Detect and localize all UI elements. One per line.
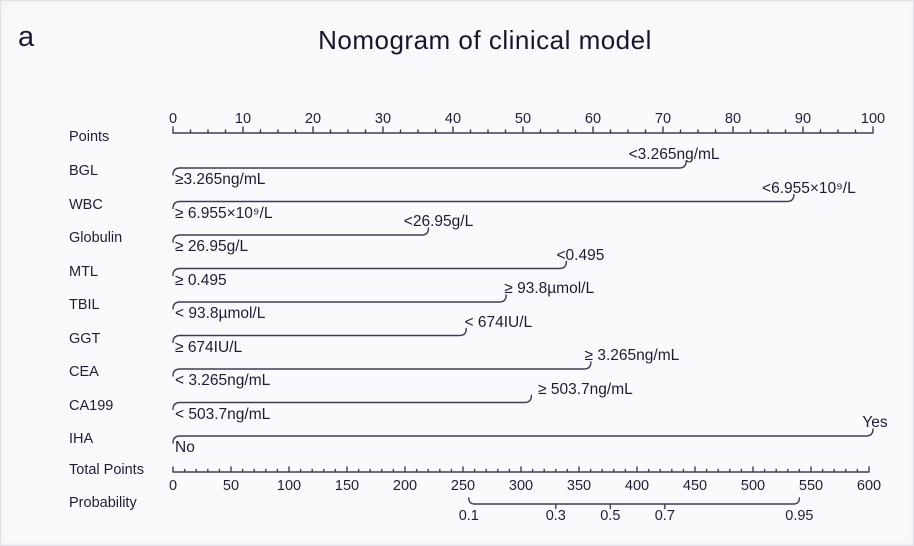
total-points-tick-label: 250 <box>450 478 476 494</box>
probability-axis-line <box>468 497 801 510</box>
probability-tick-label: 0.7 <box>654 508 675 524</box>
total-points-axis-line <box>172 466 870 473</box>
level-label-low-bgl: ≥3.265ng/mL <box>175 171 266 188</box>
level-label-low-tbil: < 93.8µmol/L <box>175 305 266 322</box>
total-points-tick-label: 450 <box>682 478 708 494</box>
points-axis-tick-label: 100 <box>860 111 886 127</box>
level-label-low-globulin: ≥ 26.95g/L <box>175 238 249 255</box>
points-axis-tick-label: 70 <box>654 111 672 127</box>
level-label-high-iha: Yes <box>862 414 888 431</box>
level-label-high-bgl: <3.265ng/mL <box>628 146 720 163</box>
variable-name-globulin: Globulin <box>69 230 123 246</box>
total-points-tick-label: 0 <box>168 478 178 494</box>
variable-axis-line-cea <box>172 361 592 377</box>
total-points-tick-label: 400 <box>624 478 650 494</box>
variable-axis-line-iha <box>172 428 874 444</box>
variable-axis-line-bgl <box>172 160 687 176</box>
probability-axis-title: Probability <box>69 495 137 511</box>
level-label-low-iha: No <box>175 439 195 456</box>
total-points-tick-label: 150 <box>334 478 360 494</box>
chart-title: Nomogram of clinical model <box>318 25 652 55</box>
total-points-tick-label: 500 <box>740 478 766 494</box>
total-points-tick-label: 600 <box>856 478 882 494</box>
level-label-low-ca199: < 503.7ng/mL <box>175 405 271 423</box>
variable-axis-line-wbc <box>172 193 795 210</box>
variable-name-iha: IHA <box>69 431 94 447</box>
level-label-high-cea: ≥ 3.265ng/mL <box>584 347 680 364</box>
probability-tick-label: 0.95 <box>785 508 814 524</box>
level-label-high-mtl: <0.495 <box>556 246 605 264</box>
total-points-tick-label: 50 <box>222 478 240 494</box>
total-points-tick-label: 300 <box>508 478 534 494</box>
probability-tick-label: 0.5 <box>600 508 621 524</box>
total-points-tick-label: 350 <box>566 478 592 494</box>
points-axis-line <box>172 126 874 134</box>
level-label-high-wbc: <6.955×10⁹/L <box>762 179 856 197</box>
variable-name-ca199: CA199 <box>69 397 114 414</box>
points-axis-tick-label: 10 <box>234 111 252 127</box>
level-label-low-cea: < 3.265ng/mL <box>175 372 271 389</box>
points-axis-tick-label: 90 <box>794 111 812 127</box>
level-label-high-tbil: ≥ 93.8µmol/L <box>504 280 595 297</box>
variable-name-cea: CEA <box>69 364 99 380</box>
probability-tick-label: 0.3 <box>545 508 566 524</box>
total-points-axis-title: Total Points <box>69 462 144 478</box>
points-axis-tick-label: 30 <box>374 111 392 127</box>
points-axis-tick-label: 40 <box>444 111 462 127</box>
points-axis-tick-label: 20 <box>304 111 322 127</box>
variable-axis-line-ca199 <box>172 394 533 411</box>
variable-name-wbc: WBC <box>69 196 103 213</box>
panel-label: a <box>18 21 35 53</box>
points-axis-tick-label: 80 <box>724 111 742 127</box>
points-axis-tick-label: 50 <box>514 111 532 127</box>
variable-axis-line-tbil <box>172 294 507 310</box>
points-axis-title: Points <box>69 129 110 145</box>
variable-axis-line-mtl <box>172 260 568 277</box>
variable-name-tbil: TBIL <box>69 297 100 313</box>
points-axis-tick-label: 60 <box>584 111 602 127</box>
total-points-tick-label: 550 <box>798 478 824 494</box>
variable-name-ggt: GGT <box>69 330 101 347</box>
points-axis-tick-label: 0 <box>168 111 178 127</box>
level-label-high-ca199: ≥ 503.7ng/mL <box>538 380 633 398</box>
level-label-low-mtl: ≥ 0.495 <box>175 271 227 289</box>
total-points-tick-label: 200 <box>392 478 418 494</box>
probability-tick-label: 0.1 <box>458 508 479 524</box>
level-label-high-ggt: < 674IU/L <box>464 313 533 331</box>
level-label-low-wbc: ≥ 6.955×10⁹/L <box>175 204 273 222</box>
variable-axis-line-ggt <box>172 327 467 344</box>
level-label-low-ggt: ≥ 674IU/L <box>175 338 243 356</box>
level-label-high-globulin: <26.95g/L <box>403 213 474 230</box>
variable-name-bgl: BGL <box>69 163 99 179</box>
variable-name-mtl: MTL <box>69 263 98 280</box>
variable-axis-line-globulin <box>172 227 430 243</box>
total-points-tick-label: 100 <box>276 478 302 494</box>
